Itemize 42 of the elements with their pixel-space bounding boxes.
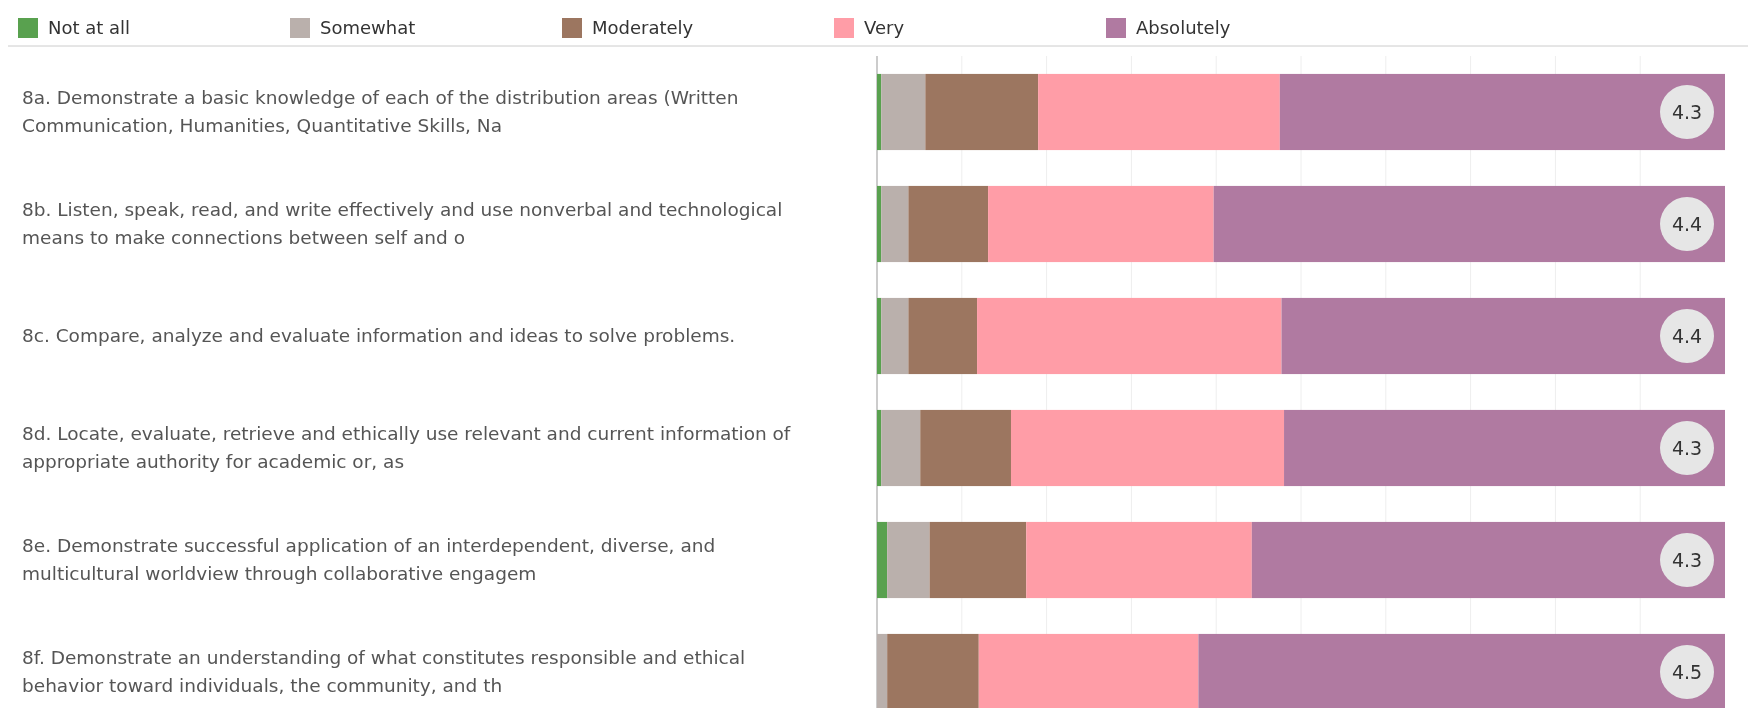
bar bbox=[877, 73, 882, 151]
bar bbox=[887, 521, 930, 599]
y-tick-label: 8d. Locate, evaluate, retrieve and ethically use relevant and current information of appropriate authority for academic or, as bbox=[22, 423, 791, 472]
bar bbox=[1038, 73, 1280, 151]
bar bbox=[877, 521, 888, 599]
legend-label: Not at all bbox=[48, 17, 131, 38]
bar bbox=[908, 297, 978, 375]
bar bbox=[1026, 521, 1252, 599]
legend-label: Somewhat bbox=[320, 17, 416, 38]
bar bbox=[1279, 73, 1725, 151]
y-tick-label: 8f. Demonstrate an understanding of what constitutes responsible and ethical behavior toward individuals, the community, and th bbox=[22, 647, 746, 696]
bar bbox=[1284, 409, 1725, 487]
bar bbox=[877, 297, 882, 375]
legend-label: Absolutely bbox=[1136, 17, 1231, 38]
bar bbox=[881, 73, 926, 151]
bar bbox=[881, 409, 921, 487]
bar bbox=[1281, 297, 1725, 375]
annotation: 4.3 bbox=[1671, 101, 1703, 123]
y-tick-label: 8a. Demonstrate a basic knowledge of each of the distribution areas (Written Communication, Humanities, Quantitative Skills, Na bbox=[22, 87, 739, 136]
annotation: 4.4 bbox=[1671, 325, 1703, 347]
legend-label: Moderately bbox=[592, 17, 694, 38]
annotation: 4.3 bbox=[1671, 549, 1703, 571]
y-tick-label: 8c. Compare, analyze and evaluate information and ideas to solve problems. bbox=[22, 325, 736, 346]
legend-label: Very bbox=[864, 17, 905, 38]
bar bbox=[881, 185, 909, 263]
y-tick-label: 8e. Demonstrate successful application of an interdependent, diverse, and multicultural worldview through collaborative engagem bbox=[22, 535, 716, 584]
bar bbox=[908, 185, 989, 263]
bar bbox=[881, 297, 909, 375]
bar bbox=[1251, 521, 1725, 599]
bar bbox=[877, 409, 882, 487]
bar bbox=[977, 297, 1282, 375]
bar bbox=[988, 185, 1214, 263]
annotation: 4.4 bbox=[1671, 213, 1703, 235]
annotation: 4.5 bbox=[1671, 661, 1703, 683]
bar bbox=[877, 185, 882, 263]
bar bbox=[920, 409, 1011, 487]
bar bbox=[925, 73, 1039, 151]
bar bbox=[929, 521, 1027, 599]
y-tick-label: 8b. Listen, speak, read, and write effectively and use nonverbal and technological means to make connections between self and o bbox=[22, 199, 783, 248]
bar bbox=[1213, 185, 1725, 263]
bar bbox=[1010, 409, 1285, 487]
annotation: 4.3 bbox=[1671, 437, 1703, 459]
